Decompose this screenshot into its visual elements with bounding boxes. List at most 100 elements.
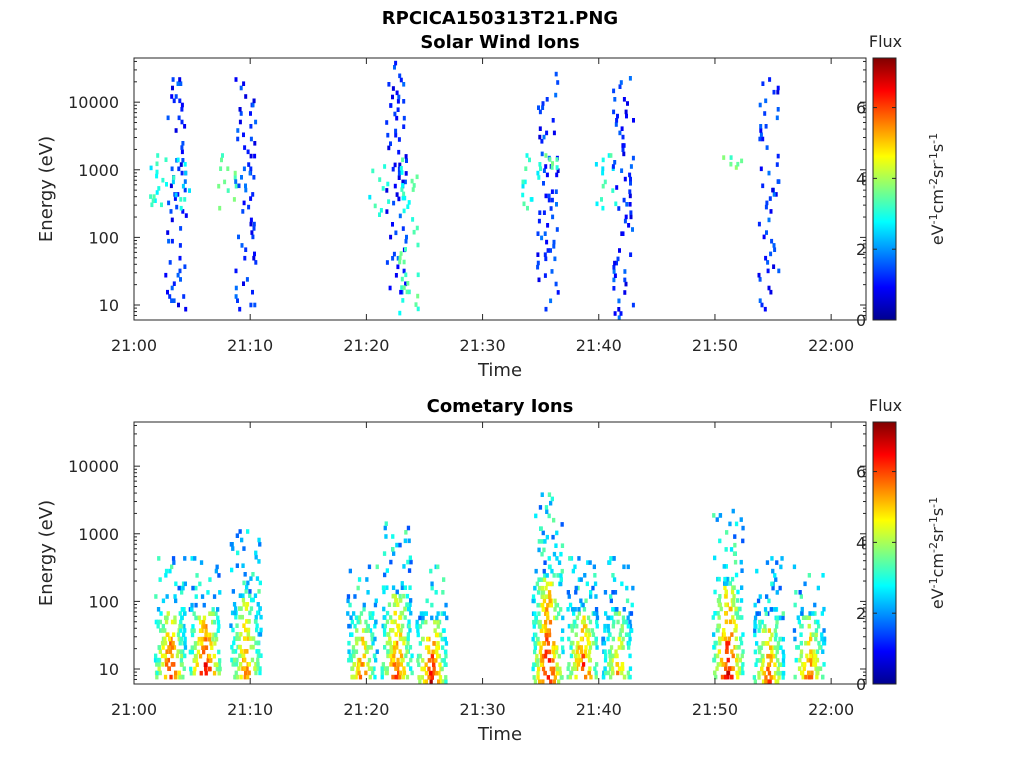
spectrogram-cell	[553, 256, 557, 262]
spectrogram-cell	[807, 674, 811, 680]
spectrogram-cell	[773, 628, 777, 633]
spectrogram-cell	[537, 666, 541, 672]
spectrogram-cell	[170, 238, 174, 244]
spectrogram-cell	[181, 674, 185, 680]
spectrogram-cell	[180, 615, 184, 621]
spectrogram-cell	[415, 225, 419, 231]
spectrogram-cell	[778, 662, 783, 667]
spectrogram-cell	[407, 538, 411, 544]
spectrogram-cell	[434, 658, 438, 663]
spectrogram-cell	[402, 593, 406, 599]
spectrogram-cell	[814, 636, 818, 642]
spectrogram-cell	[539, 166, 542, 171]
spectrogram-cell	[421, 658, 425, 663]
spectrogram-cell	[183, 556, 187, 561]
spectrogram-cell	[385, 260, 389, 265]
spectrogram-cell	[385, 610, 390, 616]
spectrogram-cell	[536, 636, 540, 642]
spectrogram-cell	[444, 675, 448, 680]
spectrogram-cell	[198, 653, 203, 659]
spectrogram-cell	[595, 619, 599, 625]
spectrogram-cell	[725, 530, 729, 535]
spectrogram-cell	[609, 662, 614, 667]
spectrogram-cell	[601, 205, 605, 211]
spectrogram-cell	[398, 674, 402, 680]
spectrogram-cell	[400, 276, 404, 282]
spectrogram-cell	[579, 598, 583, 604]
spectrogram-cell	[551, 658, 555, 663]
spectrogram-cell	[545, 534, 549, 540]
spectrogram-cell	[176, 632, 181, 637]
spectrogram-cell	[402, 82, 406, 87]
spectrogram-cell	[248, 170, 252, 176]
spectrogram-cell	[158, 619, 162, 625]
spectrogram-cell	[395, 90, 399, 96]
spectrogram-cell	[178, 243, 182, 248]
spectrogram-cell	[206, 632, 210, 638]
spectrogram-cell	[568, 602, 573, 608]
spectrogram-cell	[550, 165, 554, 170]
spectrogram-cell	[178, 640, 182, 646]
spectrogram-cell	[239, 85, 243, 91]
spectrogram-cell	[774, 607, 778, 612]
spectrogram-cell	[246, 627, 251, 633]
spectrogram-cell	[713, 653, 718, 659]
spectrogram-cell	[815, 670, 819, 676]
spectrogram-cell	[444, 653, 448, 659]
spectrogram-cell	[424, 670, 429, 676]
spectrogram-cell	[628, 172, 632, 178]
spectrogram-cell	[815, 649, 820, 654]
spectrogram-cell	[401, 195, 405, 201]
spectrogram-cell	[352, 653, 356, 659]
spectrogram-cell	[753, 624, 757, 629]
spectrogram-cell	[179, 162, 183, 167]
spectrogram-cell	[545, 239, 549, 245]
spectrogram-cell	[401, 179, 405, 185]
spectrogram-cell	[217, 666, 221, 672]
spectrogram-cell	[763, 111, 767, 116]
spectrogram-cell	[397, 149, 401, 155]
burst-10	[711, 508, 745, 680]
spectrogram-cell	[442, 658, 446, 663]
spectrogram-cell	[537, 611, 541, 616]
spectrogram-cell	[554, 543, 558, 548]
spectrogram-cell	[549, 679, 553, 684]
spectrogram-cell	[246, 529, 250, 534]
spectrogram-cell	[389, 141, 392, 146]
colorbar-title: Flux	[869, 32, 902, 51]
spectrogram-cell	[197, 615, 201, 621]
spectrogram-cell	[435, 615, 439, 621]
spectrogram-cell	[576, 640, 580, 646]
spectrogram-cell	[184, 213, 188, 218]
spectrogram-cell	[613, 273, 617, 278]
spectrogram-cell	[347, 640, 351, 646]
x-tick-label: 21:40	[576, 700, 622, 719]
spectrogram-cell	[561, 628, 565, 633]
spectrogram-cell	[429, 670, 433, 676]
spectrogram-cell	[206, 590, 210, 595]
spectrogram-cell	[388, 640, 392, 646]
spectrogram-cell	[535, 653, 539, 659]
spectrogram-cell	[177, 636, 181, 642]
spectrogram-cell	[249, 576, 253, 581]
spectrogram-cell	[191, 585, 195, 591]
colorbar-tick-label: 4	[856, 533, 866, 552]
spectrogram-cell	[601, 157, 605, 163]
spectrogram-cell	[793, 636, 797, 642]
spectrogram-cell	[543, 670, 547, 676]
spectrogram-cell	[544, 649, 548, 655]
spectrogram-cell	[194, 594, 198, 599]
spectrogram-cell	[775, 560, 779, 565]
spectrogram-cell	[391, 628, 395, 633]
spectrogram-cell	[190, 649, 194, 655]
spectrogram-cell	[628, 619, 632, 625]
spectrogram-cell	[245, 584, 249, 590]
spectrogram-cell	[361, 640, 365, 646]
spectrogram-cell	[724, 581, 728, 586]
spectrogram-cell	[233, 636, 237, 641]
x-tick-label: 21:50	[692, 336, 738, 355]
spectrogram-cell	[221, 153, 224, 158]
spectrogram-cell	[427, 649, 431, 655]
spectrogram-cell	[615, 118, 619, 123]
spectrogram-cell	[541, 590, 546, 595]
